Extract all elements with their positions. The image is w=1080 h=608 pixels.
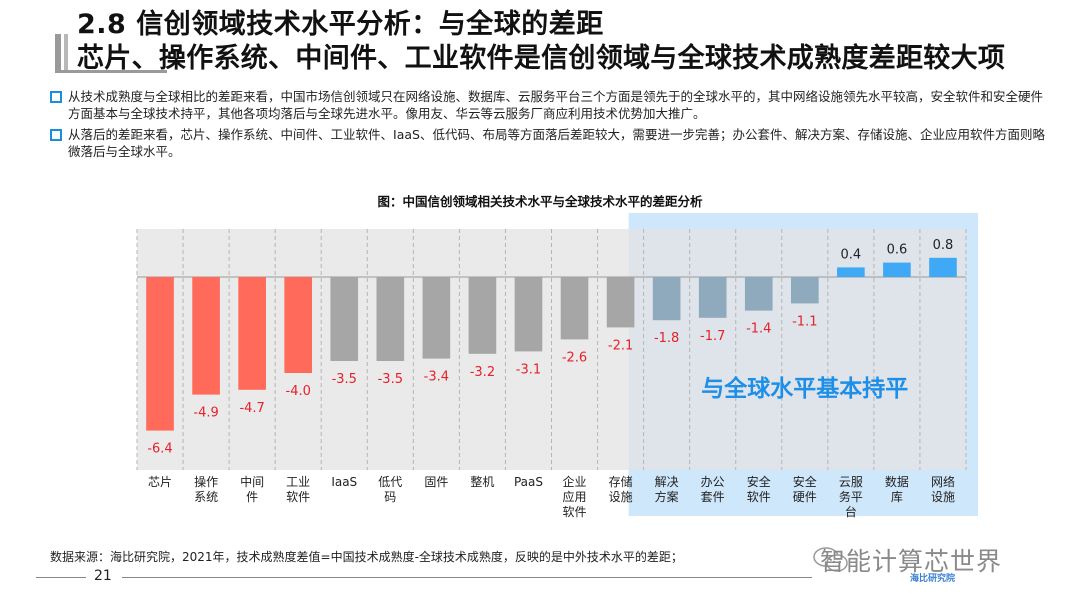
bar <box>883 262 911 277</box>
category-label: 存储 <box>609 474 633 489</box>
category-label: 安全 <box>793 474 817 489</box>
page-subtitle: 芯片、操作系统、中间件、工业软件是信创领域与全球技术成熟度差距较大项 <box>77 43 1006 74</box>
data-label: -1.7 <box>700 329 725 344</box>
data-label: -3.1 <box>516 362 541 377</box>
data-source: 数据来源：海比研究院，2021年，技术成熟度差值=中国技术成熟度-全球技术成熟度… <box>50 550 683 564</box>
category-label: 件 <box>246 490 258 504</box>
category-label: 工业 <box>286 475 310 489</box>
category-label: 软件 <box>286 490 310 504</box>
category-label: 库 <box>891 489 903 504</box>
data-label: -3.5 <box>378 372 403 387</box>
chart-title: 图：中国信创领域相关技术水平与全球技术水平的差距分析 <box>377 194 703 209</box>
category-label: 设施 <box>931 490 955 504</box>
category-label: 固件 <box>424 475 448 489</box>
bar <box>744 277 773 311</box>
category-label: 低代 <box>378 475 402 489</box>
data-label: -4.0 <box>286 384 311 399</box>
bar <box>790 277 819 304</box>
data-label: -1.1 <box>792 314 817 329</box>
category-label: 套件 <box>701 490 725 504</box>
category-label: IaaS <box>331 475 357 489</box>
bar <box>929 257 957 277</box>
category-label: 企业 <box>563 474 587 489</box>
footer-divider <box>36 577 86 578</box>
category-label: 安全 <box>747 474 771 489</box>
bar <box>330 277 359 361</box>
category-label: 硬件 <box>793 490 817 504</box>
bullet-text: 从技术成熟度与全球相比的差距来看，中国市场信创领域只在网络设施、数据库、云服务平… <box>68 89 1044 121</box>
data-label: 0.6 <box>887 243 908 258</box>
page-number: 21 <box>94 568 112 584</box>
category-label: 码 <box>384 490 396 504</box>
square-bullet-icon <box>50 129 62 141</box>
bar <box>422 277 451 359</box>
bullet-item: 从落后的差距来看，芯片、操作系统、中间件、工业软件、IaaS、低代码、布局等方面… <box>50 126 1050 160</box>
bullet-text: 从落后的差距来看，芯片、操作系统、中间件、工业软件、IaaS、低代码、布局等方面… <box>68 127 1045 159</box>
data-label: -6.4 <box>147 442 172 457</box>
bar <box>146 277 174 431</box>
bar <box>837 267 865 277</box>
category-label: 系统 <box>194 490 218 504</box>
category-label: 整机 <box>470 474 494 489</box>
bar <box>698 277 727 318</box>
category-label: 软件 <box>563 505 587 519</box>
category-label: 云服 <box>839 475 863 489</box>
category-label: 应用 <box>563 489 587 504</box>
data-label: 0.8 <box>933 238 954 253</box>
square-bullet-icon <box>50 91 62 103</box>
category-label: 务平 <box>839 489 863 504</box>
data-label: -1.8 <box>654 331 679 346</box>
data-label: -2.1 <box>608 338 633 353</box>
category-label: 数据 <box>885 474 909 489</box>
category-label: 芯片 <box>148 475 172 489</box>
annotation-label: 与全球水平基本持平 <box>701 375 908 402</box>
page-title: 2.8 信创领域技术水平分析：与全球的差距 <box>77 9 604 40</box>
bar <box>284 277 313 373</box>
bar <box>468 277 497 354</box>
bar <box>514 277 543 352</box>
data-label: -4.9 <box>193 406 218 421</box>
category-label: 办公 <box>701 474 725 489</box>
bar <box>560 277 589 340</box>
category-label: 软件 <box>747 490 771 504</box>
data-label: -2.6 <box>562 350 587 365</box>
data-label: -3.4 <box>424 370 449 385</box>
footer-divider <box>122 577 812 578</box>
data-label: -1.4 <box>746 322 771 337</box>
bar <box>238 277 266 390</box>
data-label: -4.7 <box>239 401 264 416</box>
wechat-icon <box>813 547 848 572</box>
data-label: -3.2 <box>470 365 495 380</box>
bar <box>376 277 405 361</box>
category-label: 操作 <box>194 474 218 489</box>
category-label: 设施 <box>609 490 633 504</box>
brand-watermark: 智能计算芯世界 <box>820 547 1003 576</box>
category-label: 解决 <box>655 475 679 489</box>
bar <box>192 277 220 395</box>
bullet-list: 从技术成熟度与全球相比的差距来看，中国市场信创领域只在网络设施、数据库、云服务平… <box>50 88 1050 164</box>
category-label: PaaS <box>514 475 543 489</box>
category-label: 台 <box>845 504 857 519</box>
title-decoration <box>55 34 167 74</box>
category-label: 网络 <box>931 474 955 489</box>
category-label: 方案 <box>655 489 679 504</box>
category-label: 中间 <box>240 474 264 489</box>
logo: 海比研究院 <box>910 574 956 584</box>
bar <box>652 277 681 321</box>
bullet-item: 从技术成熟度与全球相比的差距来看，中国市场信创领域只在网络设施、数据库、云服务平… <box>50 88 1050 122</box>
data-label: -3.5 <box>332 372 357 387</box>
bar <box>606 277 635 328</box>
data-label: 0.4 <box>841 247 862 262</box>
